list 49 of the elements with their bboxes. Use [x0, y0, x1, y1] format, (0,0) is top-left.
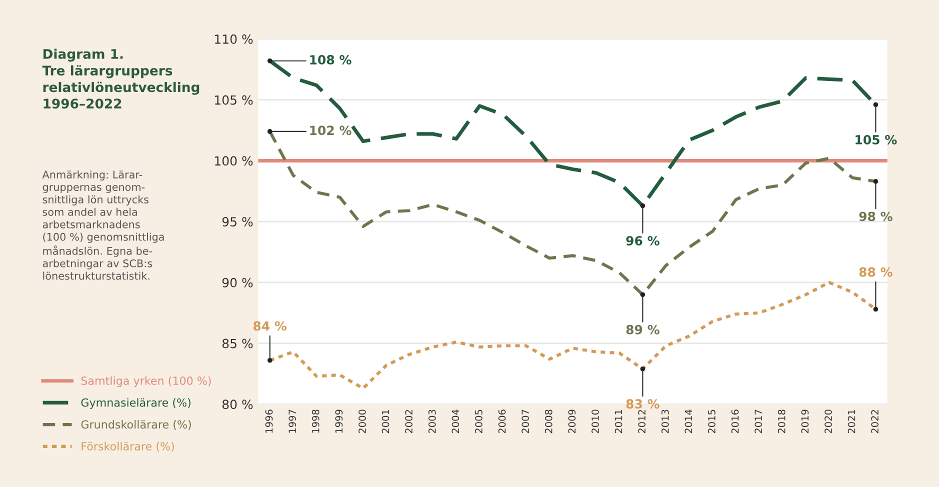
legend-label: Grundskollärare (%)	[81, 420, 191, 430]
x-tick-label: 2018	[778, 410, 786, 434]
annotation: 105 %	[856, 134, 897, 144]
x-tick-label: 2015	[708, 410, 716, 434]
legend-label: Gymnasielärare (%)	[81, 398, 190, 409]
x-tick-label: 2016	[731, 410, 739, 434]
y-tick-label: 95 %	[222, 217, 253, 227]
legend-label: Förskollärare (%)	[82, 442, 174, 452]
x-tick-label: 2021	[848, 410, 856, 434]
y-tick-label: 80 %	[222, 400, 253, 410]
x-tick-label: 2020	[824, 410, 832, 434]
x-tick-label: 1996	[265, 410, 273, 433]
x-tick-label: 1998	[312, 410, 320, 433]
annotation: 83 %	[626, 399, 660, 409]
annotation: 102 %	[310, 126, 352, 136]
x-tick-label: 1999	[335, 410, 343, 433]
y-tick-label: 105 %	[215, 95, 253, 105]
x-tick-label: 2001	[382, 410, 390, 434]
x-tick-label: 2014	[684, 410, 692, 434]
annotation: 89 %	[626, 324, 660, 334]
x-tick-label: 2005	[475, 410, 482, 434]
x-tick-label: 2017	[754, 410, 762, 434]
x-tick-label: 2009	[568, 410, 576, 434]
annotation: 98 %	[859, 212, 892, 222]
x-tick-label: 2003	[428, 410, 436, 434]
x-tick-label: 2010	[592, 410, 599, 434]
x-tick-label: 2022	[871, 410, 879, 434]
text: Anmärkning: Lärar- gruppernas genom- snittliga lön uttrycks som andel av hela arbetsmarknadens (100 %) genomsnittliga månadslön. Egna be- arbetningar av SCB:s lönestrukturstatistik.	[42, 170, 164, 280]
legend-label: Samtliga yrken (100 %)	[81, 376, 211, 388]
annotation: 96 %	[626, 236, 660, 246]
text: Diagram 1. Tre lärargruppers relativlöneutveckling 1996–2022	[42, 48, 200, 109]
x-tick-label: 2008	[544, 410, 552, 434]
x-tick-label: 2013	[661, 410, 669, 434]
annotation: 108 %	[310, 55, 352, 64]
y-tick-label: 90 %	[222, 278, 253, 288]
annotation: 88 %	[859, 267, 892, 277]
x-tick-label: 2007	[522, 410, 530, 434]
y-tick-label: 85 %	[222, 338, 253, 348]
x-tick-label: 2006	[498, 410, 506, 434]
y-tick-label: 110 %	[215, 34, 253, 44]
x-tick-label: 2011	[614, 410, 622, 434]
y-tick-label: 100 %	[215, 156, 253, 166]
x-tick-label: 2000	[358, 410, 366, 434]
x-tick-label: 2019	[801, 410, 809, 434]
annotation: 84 %	[254, 321, 287, 331]
x-tick-label: 2002	[405, 410, 413, 434]
x-tick-label: 1997	[288, 410, 296, 433]
x-tick-label: 2004	[452, 410, 460, 434]
x-tick-label: 2012	[638, 410, 646, 434]
